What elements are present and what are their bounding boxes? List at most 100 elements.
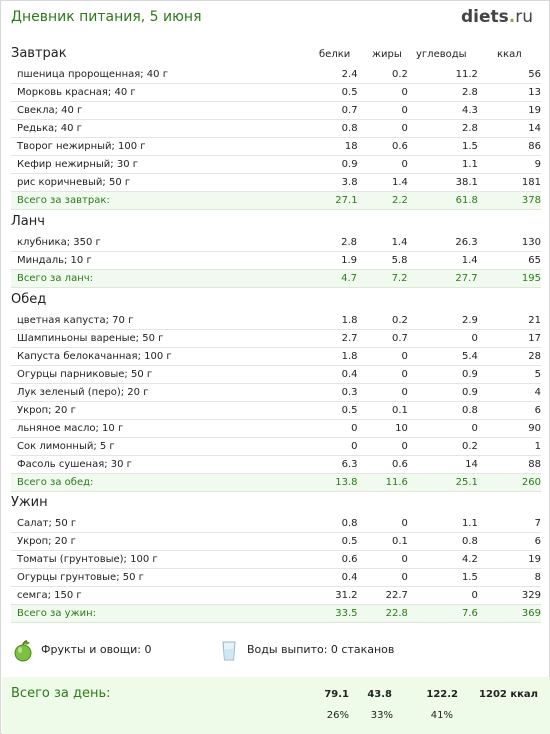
food-row[interactable]: Шампиньоны вареные; 50 г 2.7 0.7 0 17 [11,329,541,348]
food-carbs: 0 [407,329,478,348]
food-kcal: 65 [477,251,541,270]
total-carbs: 25.1 [407,473,478,492]
meal-total-label: Всего за ланч: [11,269,298,288]
food-row[interactable]: цветная капуста; 70 г 1.8 0.2 2.9 21 [11,312,541,330]
food-protein: 0.4 [298,365,358,384]
meal-section-title: Обед [11,292,47,307]
food-kcal: 88 [477,455,541,474]
food-row[interactable]: льняное масло; 10 г 0 10 0 90 [11,419,541,438]
food-protein: 3.8 [298,173,358,192]
meal-total-row: Всего за завтрак: 27.1 2.2 61.8 378 [11,191,541,210]
food-kcal: 28 [477,347,541,366]
food-fat: 0 [357,383,408,402]
food-protein: 0.5 [298,532,358,551]
day-total-label: Всего за день: [11,686,111,701]
day-total-protein-pct: 26% [326,710,349,721]
food-row[interactable]: Лук зеленый (перо); 20 г 0.3 0 0.9 4 [11,383,541,402]
column-header-kcal: ккал [497,49,522,60]
day-total-fat-pct: 33% [370,710,393,721]
food-name: Шампиньоны вареные; 50 г [11,329,299,348]
food-protein: 2.8 [297,234,358,252]
food-row[interactable]: Томаты (грунтовые); 100 г 0.6 0 4.2 19 [11,550,541,569]
food-protein: 0.5 [298,401,358,420]
food-fat: 0 [357,437,408,456]
food-fat: 1.4 [357,234,408,252]
food-kcal: 6 [477,401,541,420]
food-kcal: 21 [477,312,541,330]
food-kcal: 329 [477,586,541,605]
food-carbs: 2.8 [407,119,478,138]
total-kcal: 195 [477,269,541,288]
total-carbs: 61.8 [407,191,478,210]
meal-table: клубника; 350 г 2.8 1.4 26.3 130 Миндаль; 10 … [11,234,541,288]
food-kcal: 130 [477,234,541,252]
food-carbs: 5.4 [407,347,478,366]
extras-row: Фрукты и овощи: 0 Воды выпито: 0 стакано… [13,640,533,663]
day-total-protein: 79.1 [324,689,349,700]
food-fat: 0.2 [357,66,408,84]
food-row[interactable]: Фасоль сушеная; 30 г 6.3 0.6 14 88 [11,455,541,474]
food-protein: 0 [298,419,358,438]
food-name: Творог нежирный; 100 г [11,137,299,156]
food-row[interactable]: Морковь красная; 40 г 0.5 0 2.8 13 [11,83,541,102]
food-carbs: 2.9 [407,312,478,330]
food-row[interactable]: Укроп; 20 г 0.5 0.1 0.8 6 [11,401,541,420]
food-fat: 0 [357,101,408,120]
food-row[interactable]: Укроп; 20 г 0.5 0.1 0.8 6 [11,532,541,551]
food-protein: 1.8 [298,347,358,366]
food-fat: 10 [357,419,408,438]
total-fat: 2.2 [357,191,408,210]
food-row[interactable]: Кефир нежирный; 30 г 0.9 0 1.1 9 [11,155,541,174]
food-carbs: 14 [407,455,478,474]
meal-total-row: Всего за обед: 13.8 11.6 25.1 260 [11,473,541,492]
food-name: Капуста белокачанная; 100 г [11,347,299,366]
food-name: рис коричневый; 50 г [11,173,299,192]
total-protein: 33.5 [298,604,358,623]
total-carbs: 27.7 [407,269,478,288]
food-row[interactable]: рис коричневый; 50 г 3.8 1.4 38.1 181 [11,173,541,192]
food-protein: 1.9 [297,251,358,270]
food-row[interactable]: Салат; 50 г 0.8 0 1.1 7 [11,515,541,533]
food-row[interactable]: Сок лимонный; 5 г 0 0 0.2 1 [11,437,541,456]
column-header-fat: жиры [372,49,402,60]
meal-total-row: Всего за ужин: 33.5 22.8 7.6 369 [11,604,541,623]
food-carbs: 0.9 [407,383,478,402]
food-carbs: 0.8 [407,532,478,551]
food-kcal: 17 [477,329,541,348]
food-row[interactable]: клубника; 350 г 2.8 1.4 26.3 130 [11,234,541,252]
food-row[interactable]: Творог нежирный; 100 г 18 0.6 1.5 86 [11,137,541,156]
food-fat: 1.4 [357,173,408,192]
food-row[interactable]: пшеница пророщенная; 40 г 2.4 0.2 11.2 56 [11,66,541,84]
food-name: Сок лимонный; 5 г [11,437,299,456]
food-kcal: 19 [477,101,541,120]
food-name: Огурцы парниковые; 50 г [11,365,299,384]
meal-section-title: Завтрак [11,46,67,61]
food-name: Редька; 40 г [11,119,299,138]
food-row[interactable]: Редька; 40 г 0.8 0 2.8 14 [11,119,541,138]
food-row[interactable]: семга; 150 г 31.2 22.7 0 329 [11,586,541,605]
food-row[interactable]: Огурцы грунтовые; 50 г 0.4 0 1.5 8 [11,568,541,587]
food-fat: 0 [357,119,408,138]
food-protein: 18 [298,137,358,156]
food-kcal: 8 [477,568,541,587]
food-row[interactable]: Огурцы парниковые; 50 г 0.4 0 0.9 5 [11,365,541,384]
food-fat: 0 [357,347,408,366]
food-protein: 0.4 [298,568,358,587]
food-name: Миндаль; 10 г [11,251,298,270]
food-protein: 0.8 [298,119,358,138]
column-header-carbs: углеводы [416,49,467,60]
food-row[interactable]: Капуста белокачанная; 100 г 1.8 0 5.4 28 [11,347,541,366]
day-total-carbs-pct: 41% [430,710,453,721]
food-row[interactable]: Миндаль; 10 г 1.9 5.8 1.4 65 [11,251,541,270]
food-name: Кефир нежирный; 30 г [11,155,299,174]
food-name: Укроп; 20 г [11,401,299,420]
meal-table: пшеница пророщенная; 40 г 2.4 0.2 11.2 56 Мор… [11,66,541,210]
meal-section-title: Ланч [11,214,45,229]
food-carbs: 0.2 [407,437,478,456]
food-fat: 0 [357,515,408,533]
food-name: Томаты (грунтовые); 100 г [11,550,299,569]
site-logo[interactable]: diets.ru [461,7,533,27]
meal-table: цветная капуста; 70 г 1.8 0.2 2.9 21 Шампиньо… [11,312,541,492]
food-row[interactable]: Свекла; 40 г 0.7 0 4.3 19 [11,101,541,120]
